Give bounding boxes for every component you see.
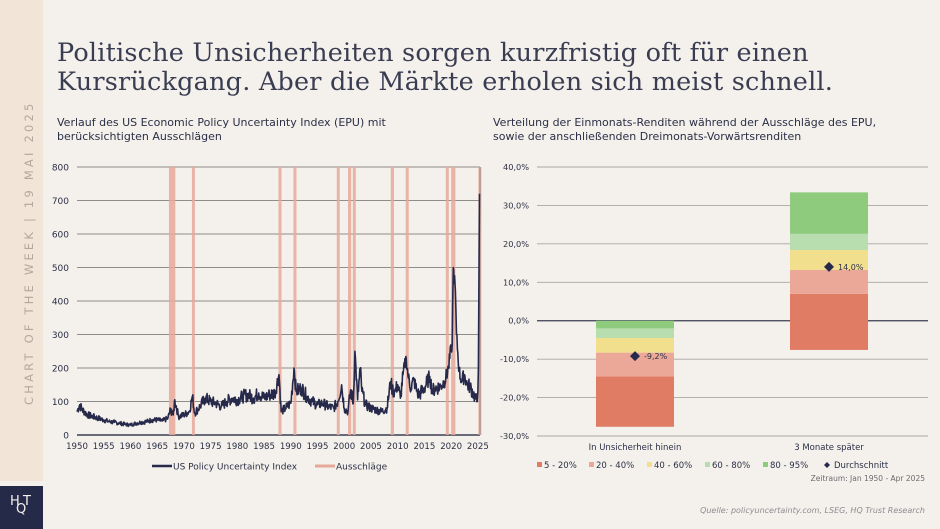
- left-chart-title-line-2: berücksichtigten Ausschlägen: [57, 130, 222, 143]
- x-tick-label: 1980: [226, 442, 248, 452]
- x-tick-label: 2015: [413, 442, 435, 452]
- ausschlag-band-5: [347, 167, 352, 435]
- x-tick-label: 1970: [173, 442, 195, 452]
- x-tick-label: 2000: [333, 442, 355, 452]
- y-tick-label: -30,0%: [500, 431, 529, 441]
- source-note: Quelle: policyuncertainty.com, LSEG, HQ …: [700, 506, 925, 515]
- ausschlag-band-6: [352, 167, 356, 435]
- average-label: -9,2%: [644, 352, 668, 361]
- legend-label: 20 - 40%: [596, 461, 634, 471]
- bar-segment-q60_80-cat1: [790, 233, 868, 251]
- x-tick-label: 1955: [93, 442, 115, 452]
- logo-letter-h: H: [10, 494, 20, 509]
- legend-average-diamond-icon: [824, 462, 830, 468]
- y-tick-label: 800: [52, 164, 69, 174]
- x-tick-label: 1965: [146, 442, 168, 452]
- bar-segment-q20_40-cat0: [596, 352, 674, 377]
- sidebar: CHART OF THE WEEK | 19 MAI 2025: [0, 0, 43, 481]
- page-title: Politische Unsicherheiten sorgen kurzfri…: [57, 39, 917, 97]
- x-tick-label: 1990: [280, 442, 302, 452]
- legend-label-ausschlaege: Ausschläge: [336, 463, 388, 473]
- y-tick-label: -10,0%: [500, 354, 529, 364]
- bar-segment-q80_95-cat1: [790, 192, 868, 234]
- x-tick-label: 2010: [387, 442, 409, 452]
- category-label: 3 Monate später: [794, 443, 864, 453]
- x-tick-label: 1995: [307, 442, 329, 452]
- ausschlag-band-1: [191, 167, 195, 435]
- ausschlag-band-4: [336, 167, 340, 435]
- x-tick-label: 1960: [120, 442, 142, 452]
- y-tick-label: 400: [52, 298, 69, 308]
- period-note: Zeitraum: Jan 1950 - Apr 2025: [810, 474, 925, 483]
- bar-segment-q80_95-cat0: [596, 320, 674, 329]
- y-tick-label: 30,0%: [503, 200, 529, 210]
- y-tick-label: 100: [52, 398, 69, 408]
- ausschlag-band-9: [445, 167, 449, 435]
- legend-swatch-q60_80: [705, 462, 710, 467]
- legend-label: 80 - 95%: [770, 461, 808, 471]
- ausschlag-band-3: [293, 167, 297, 435]
- y-tick-label: 700: [52, 197, 69, 207]
- y-tick-label: 500: [52, 264, 69, 274]
- y-tick-label: 600: [52, 231, 69, 241]
- legend-label: 60 - 80%: [712, 461, 750, 471]
- y-tick-label: 200: [52, 365, 69, 375]
- ausschlag-band-8: [405, 167, 409, 435]
- legend-label: 5 - 20%: [544, 461, 577, 471]
- y-tick-label: 0,0%: [508, 316, 529, 326]
- legend-label: 40 - 60%: [654, 461, 692, 471]
- bar-segment-q5_20-cat0: [596, 376, 674, 427]
- x-tick-label: 1975: [200, 442, 222, 452]
- bar-segment-q40_60-cat0: [596, 338, 674, 353]
- legend-swatch-q20_40: [589, 462, 594, 467]
- epu-index-line: [76, 193, 481, 428]
- title-line-2: Kursrückgang. Aber die Märkte erholen si…: [57, 67, 834, 97]
- hq-trust-logo: H Q T: [0, 486, 43, 529]
- y-tick-label: -20,0%: [500, 393, 529, 403]
- epu-line-chart: 0 100 200 300 400 500 600 700 800 1950 1955 1960 196…: [52, 164, 489, 473]
- title-line-1: Politische Unsicherheiten sorgen kurzfri…: [57, 38, 809, 68]
- x-tick-label: 2020: [440, 442, 462, 452]
- bar-segment-q40_60-cat1: [790, 250, 868, 270]
- average-label: 14,0%: [838, 263, 864, 272]
- legend-label-index: US Policy Uncertainty Index: [173, 463, 298, 473]
- right-chart-title-line-1: Verteilung der Einmonats-Renditen währen…: [493, 116, 877, 129]
- left-chart-title: Verlauf des US Economic Policy Uncertain…: [57, 116, 386, 144]
- logo-letter-t: T: [23, 494, 31, 509]
- y-tick-label: 0: [63, 432, 69, 442]
- legend-swatch-q5_20: [537, 462, 542, 467]
- bar-segment-q5_20-cat1: [790, 293, 868, 350]
- bar-segment-q60_80-cat0: [596, 328, 674, 339]
- left-chart-title-line-1: Verlauf des US Economic Policy Uncertain…: [57, 116, 386, 129]
- ausschlag-band-2: [278, 167, 282, 435]
- y-tick-label: 40,0%: [503, 162, 529, 172]
- x-tick-label: 2005: [360, 442, 382, 452]
- y-tick-label: 20,0%: [503, 239, 529, 249]
- right-chart-title-line-2: sowie der anschließenden Dreimonats-Vorw…: [493, 130, 802, 143]
- category-label: In Unsicherheit hinein: [589, 443, 682, 453]
- right-chart-title: Verteilung der Einmonats-Renditen währen…: [493, 116, 876, 144]
- average-marker-icon: [824, 261, 834, 272]
- x-tick-label: 1985: [253, 442, 275, 452]
- legend-label-average: Durchschnitt: [834, 461, 889, 471]
- average-marker-icon: [630, 351, 640, 362]
- legend-swatch-q40_60: [647, 462, 652, 467]
- x-tick-label: 1950: [66, 442, 88, 452]
- ausschlag-band-0: [168, 167, 176, 435]
- y-tick-label: 300: [52, 331, 69, 341]
- legend-swatch-q80_95: [763, 462, 768, 467]
- bar-segment-q20_40-cat1: [790, 269, 868, 294]
- logo-letter-q: Q: [16, 502, 27, 517]
- y-tick-label: 10,0%: [503, 277, 529, 287]
- returns-distribution-chart: -30,0% -20,0% -10,0% 0,0% 10,0% 20,0% 30,0% 40,…: [500, 162, 928, 471]
- x-tick-label: 2025: [467, 442, 489, 452]
- ausschlag-band-7: [390, 167, 394, 435]
